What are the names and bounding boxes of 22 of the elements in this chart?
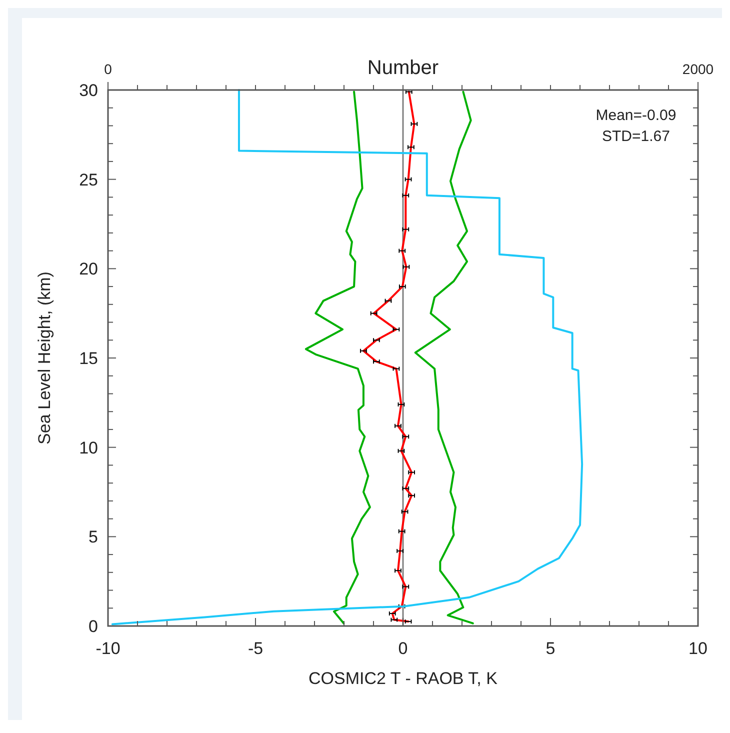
x2-tick-label: 2000 <box>682 61 714 77</box>
line-series <box>362 90 416 623</box>
y-tick-label: 30 <box>79 80 98 100</box>
line-series <box>304 90 371 624</box>
y-tick-label: 15 <box>79 348 98 368</box>
y-axis-title: Sea Level Height, (km) <box>35 272 54 444</box>
annotation: STD=1.67 <box>602 128 670 145</box>
annotation: Mean=-0.09 <box>596 107 676 124</box>
y-tick-label: 20 <box>79 260 98 279</box>
x-tick-label: -5 <box>248 639 264 658</box>
y-tick-label: 25 <box>79 170 98 190</box>
x-axis-title: COSMIC2 T - RAOB T, K <box>308 669 498 688</box>
y-tick-label: 5 <box>88 528 98 547</box>
x-tick-label: -10 <box>96 639 120 658</box>
x-tick-label: 0 <box>398 639 408 658</box>
x-tick-label: 5 <box>546 639 556 658</box>
x2-axis-title: Number <box>367 57 439 79</box>
line-series <box>414 90 474 624</box>
y-tick-label: 0 <box>88 616 98 636</box>
x-tick-label: 10 <box>688 639 708 658</box>
x2-tick-label: 0 <box>104 61 112 77</box>
y-tick-label: 10 <box>79 438 98 458</box>
